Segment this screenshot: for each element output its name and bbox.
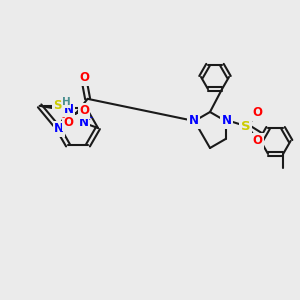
Text: N: N <box>54 122 64 136</box>
Text: O: O <box>80 71 90 84</box>
Text: O: O <box>79 104 89 118</box>
Text: N: N <box>188 115 198 128</box>
Text: N: N <box>222 115 232 128</box>
Text: H: H <box>61 97 70 107</box>
Text: O: O <box>63 116 73 130</box>
Text: S: S <box>53 99 62 112</box>
Text: O: O <box>253 134 262 148</box>
Text: N: N <box>79 116 89 130</box>
Text: N: N <box>64 103 74 116</box>
Text: S: S <box>241 119 250 133</box>
Text: O: O <box>253 106 262 119</box>
Text: -: - <box>61 113 64 122</box>
Text: +: + <box>85 113 93 122</box>
